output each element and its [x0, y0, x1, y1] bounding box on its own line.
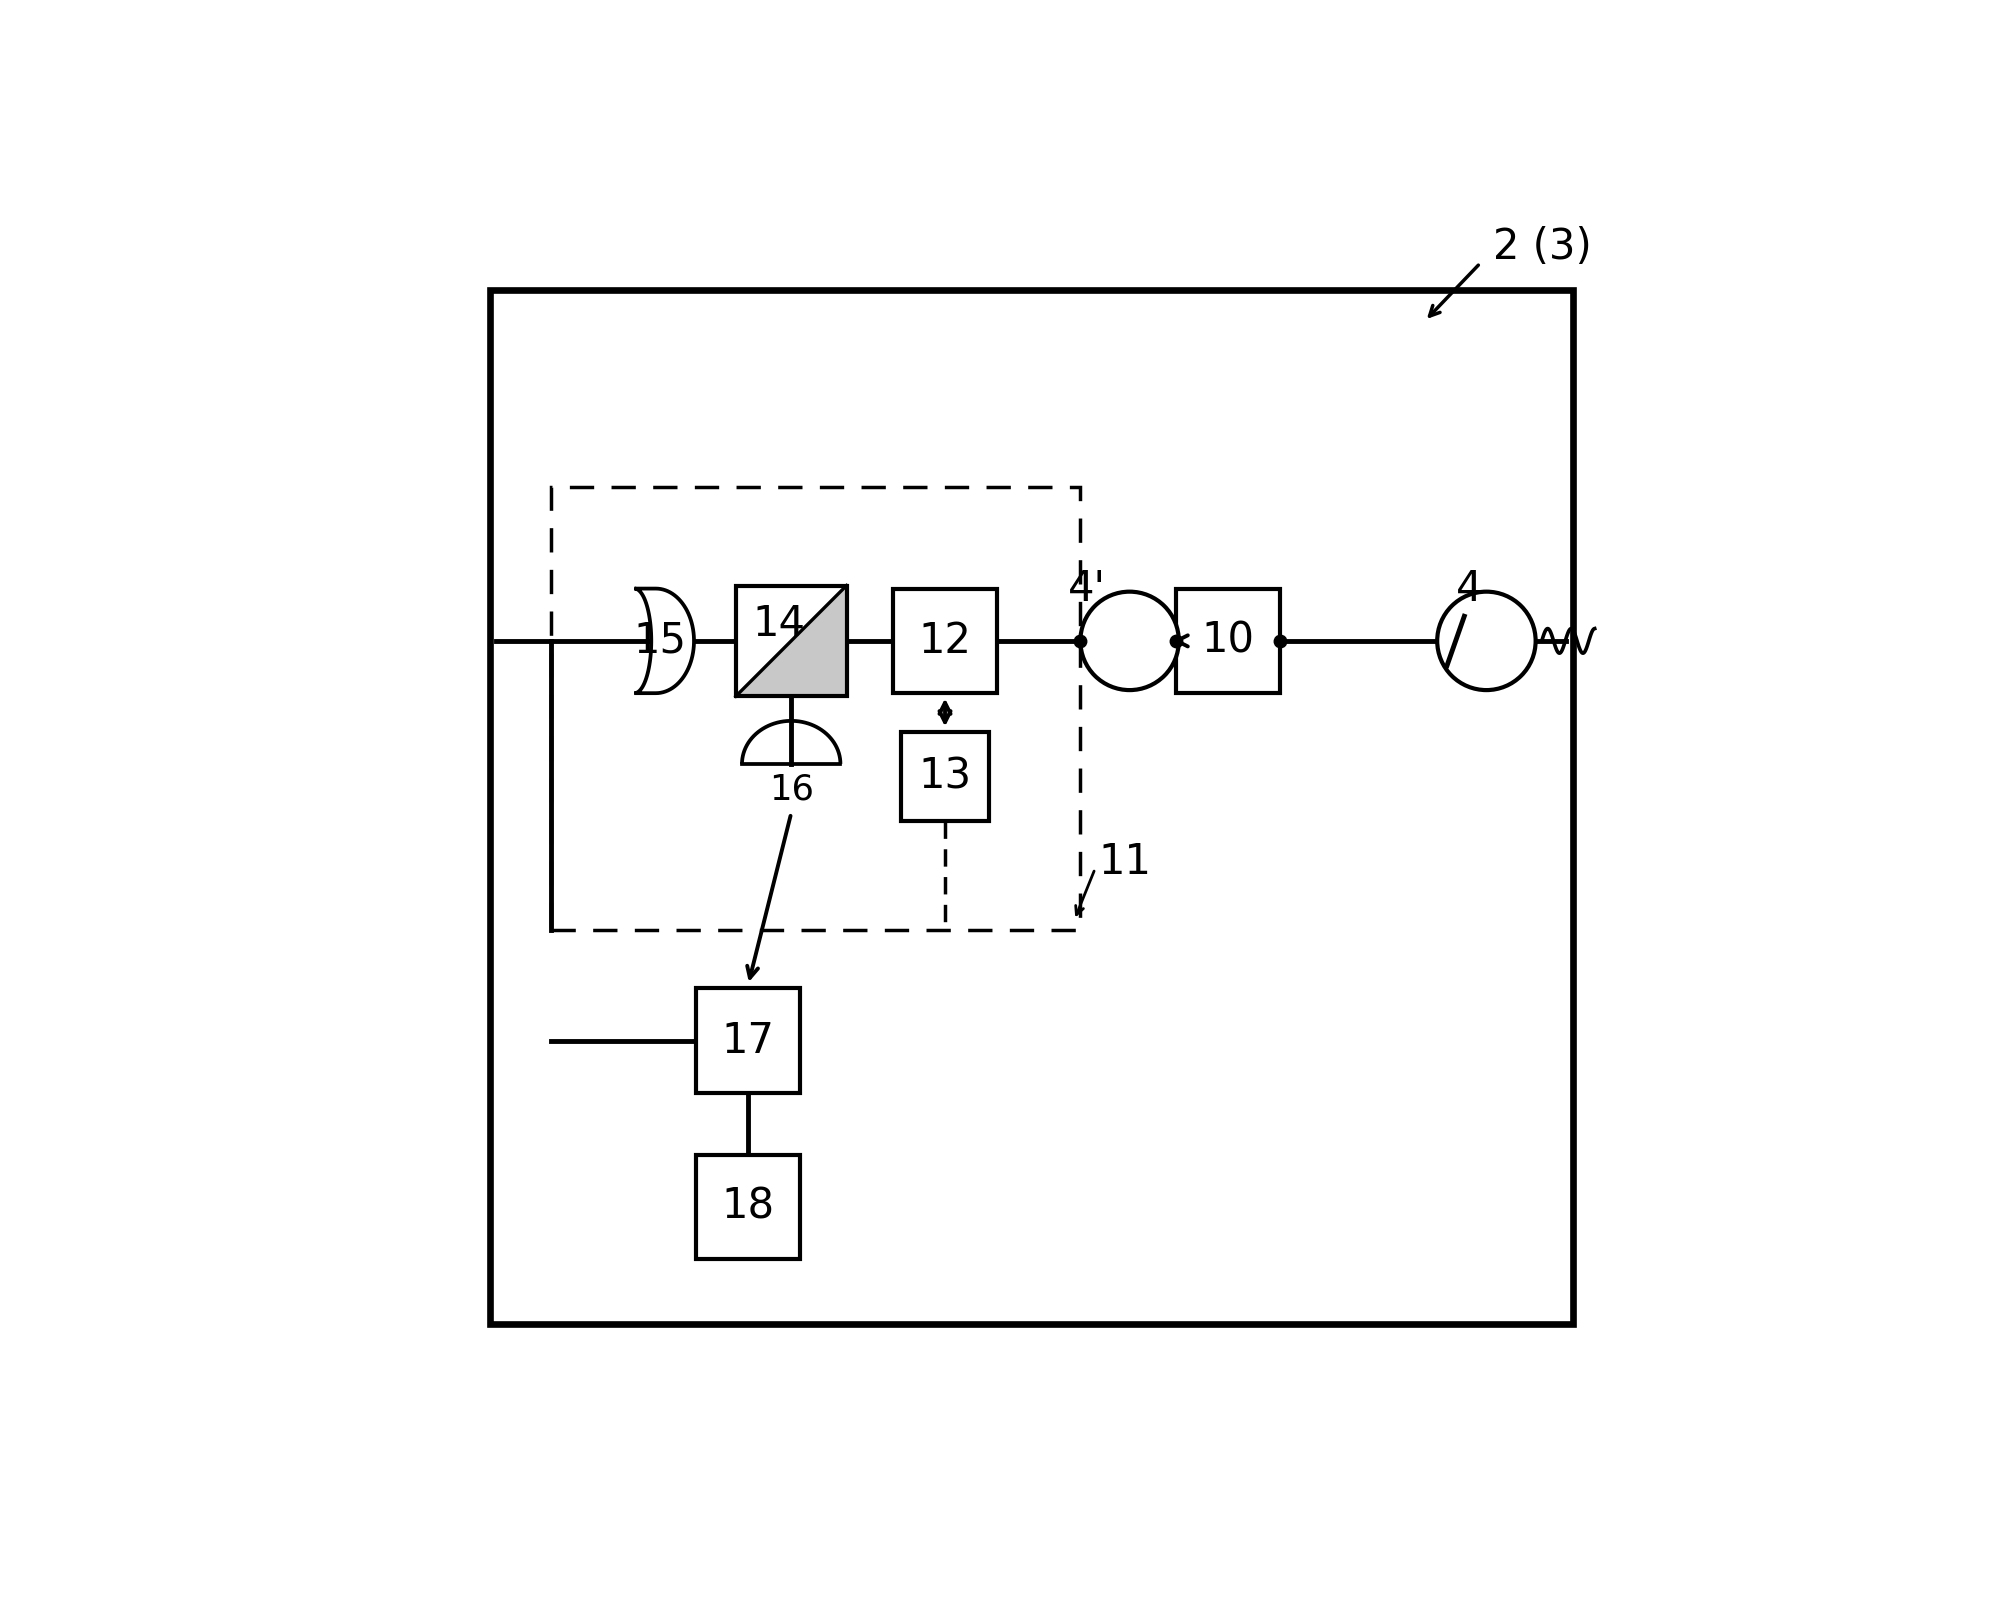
Text: 16: 16 [769, 773, 813, 807]
Bar [901, 732, 990, 821]
Bar [696, 989, 801, 1093]
Bar [551, 487, 1080, 930]
Bar [489, 291, 1573, 1323]
Text: 15: 15 [634, 620, 686, 662]
Bar [736, 585, 847, 697]
Text: 10: 10 [1201, 620, 1255, 662]
Text: 18: 18 [722, 1186, 775, 1227]
Polygon shape [634, 588, 694, 694]
Text: 2 (3): 2 (3) [1493, 227, 1591, 268]
Text: 12: 12 [919, 620, 972, 662]
Text: 17: 17 [722, 1020, 775, 1061]
Polygon shape [736, 585, 847, 697]
Bar [696, 1155, 801, 1259]
Bar [1175, 588, 1280, 694]
Bar [893, 588, 998, 694]
Circle shape [1080, 591, 1179, 690]
Circle shape [1437, 591, 1535, 690]
Polygon shape [736, 585, 847, 697]
Text: 14: 14 [752, 602, 805, 644]
Text: 11: 11 [1099, 842, 1151, 884]
Text: 4: 4 [1455, 569, 1483, 610]
Text: 4': 4' [1068, 569, 1107, 610]
Text: 13: 13 [917, 756, 972, 797]
